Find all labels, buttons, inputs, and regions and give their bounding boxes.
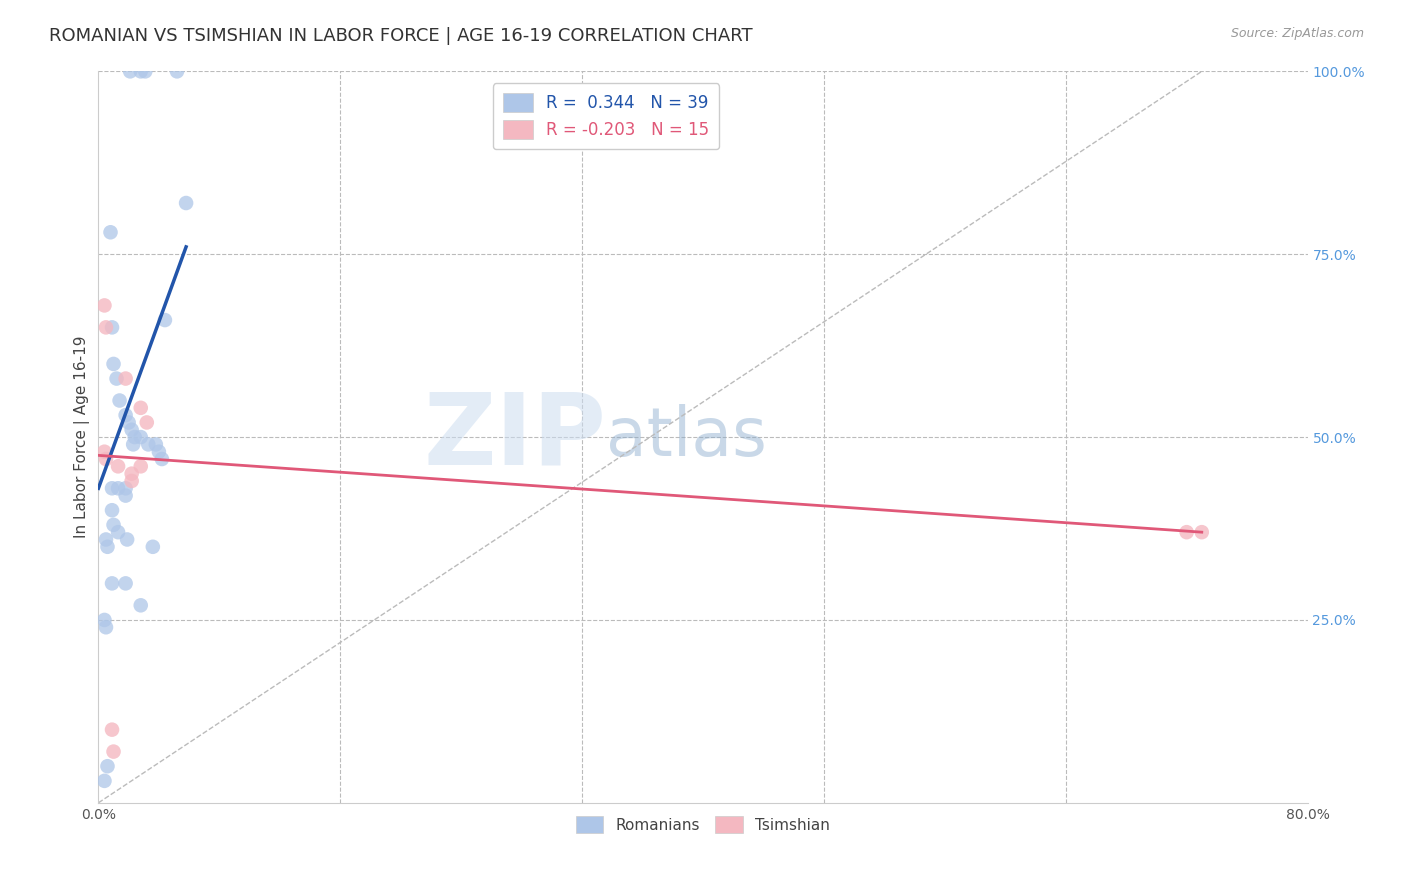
- Point: [120, 64, 142, 78]
- Point: [94, 452, 117, 467]
- Point: [107, 459, 129, 474]
- Point: [134, 64, 156, 78]
- Point: [94, 533, 117, 547]
- Point: [129, 401, 152, 415]
- Point: [153, 313, 176, 327]
- Point: [101, 576, 124, 591]
- Point: [107, 525, 129, 540]
- Point: [122, 437, 145, 451]
- Point: [100, 225, 122, 239]
- Point: [101, 723, 124, 737]
- Point: [145, 437, 167, 451]
- Point: [93, 613, 115, 627]
- Text: atlas: atlas: [606, 404, 768, 470]
- Point: [114, 576, 136, 591]
- Point: [166, 64, 188, 78]
- Point: [114, 408, 136, 422]
- Point: [101, 320, 124, 334]
- Legend: Romanians, Tsimshian: Romanians, Tsimshian: [569, 810, 837, 839]
- Point: [108, 393, 131, 408]
- Point: [115, 533, 138, 547]
- Point: [101, 481, 124, 495]
- Point: [93, 773, 115, 788]
- Text: ZIP: ZIP: [423, 389, 606, 485]
- Point: [93, 298, 115, 312]
- Point: [94, 320, 117, 334]
- Point: [93, 444, 115, 458]
- Point: [124, 430, 146, 444]
- Point: [94, 620, 117, 634]
- Point: [129, 64, 152, 78]
- Point: [114, 489, 136, 503]
- Point: [148, 444, 170, 458]
- Text: ROMANIAN VS TSIMSHIAN IN LABOR FORCE | AGE 16-19 CORRELATION CHART: ROMANIAN VS TSIMSHIAN IN LABOR FORCE | A…: [49, 27, 752, 45]
- Point: [129, 459, 152, 474]
- Point: [1191, 525, 1213, 540]
- Point: [129, 599, 152, 613]
- Point: [105, 371, 128, 385]
- Point: [114, 481, 136, 495]
- Point: [135, 416, 157, 430]
- Point: [1175, 525, 1198, 540]
- Y-axis label: In Labor Force | Age 16-19: In Labor Force | Age 16-19: [75, 335, 90, 539]
- Point: [121, 423, 143, 437]
- Point: [129, 430, 152, 444]
- Point: [103, 357, 125, 371]
- Point: [142, 540, 165, 554]
- Point: [174, 196, 197, 211]
- Point: [150, 452, 173, 467]
- Point: [121, 467, 143, 481]
- Point: [118, 416, 141, 430]
- Point: [136, 437, 159, 451]
- Point: [103, 517, 125, 532]
- Point: [96, 759, 118, 773]
- Point: [121, 474, 143, 488]
- Point: [96, 540, 118, 554]
- Point: [107, 481, 129, 495]
- Text: Source: ZipAtlas.com: Source: ZipAtlas.com: [1230, 27, 1364, 40]
- Point: [101, 503, 124, 517]
- Point: [103, 745, 125, 759]
- Point: [114, 371, 136, 385]
